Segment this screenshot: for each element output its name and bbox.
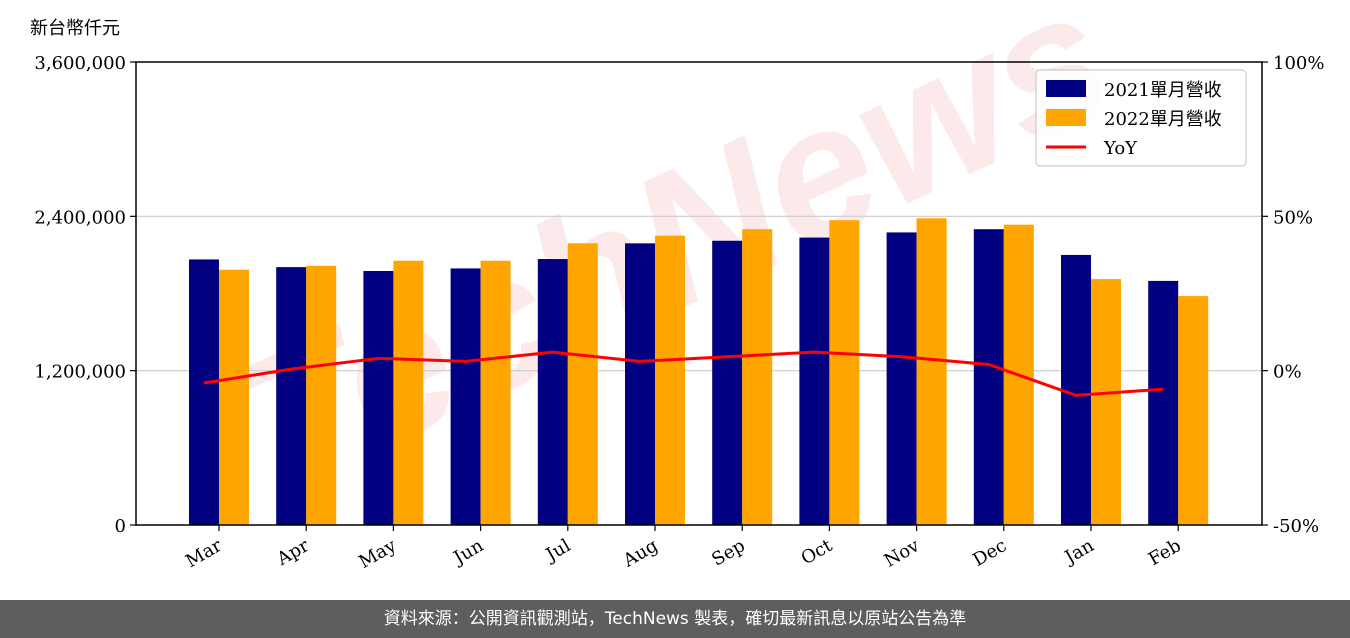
- left-tick-label: 2,400,000: [34, 207, 126, 228]
- left-axis-unit: 新台幣仟元: [30, 18, 120, 39]
- bar-2021單月營收: [450, 268, 481, 525]
- legend-label: YoY: [1103, 138, 1138, 159]
- right-tick-label: 0%: [1273, 362, 1302, 383]
- bar-2021單月營收: [363, 270, 394, 525]
- left-tick-label: 3,600,000: [34, 53, 126, 74]
- bar-2022單月營收: [655, 235, 685, 525]
- bar-2022單月營收: [480, 260, 511, 525]
- yoy-line: [203, 350, 1164, 397]
- chart: TechNews 新台幣仟元 01,200,0002,400,0003,600,…: [30, 0, 1324, 573]
- bar-2022單月營收: [306, 265, 337, 525]
- bar-2022單月營收: [916, 218, 947, 525]
- x-tick-label: Feb: [1145, 535, 1185, 570]
- bar-2022單月營收: [567, 243, 598, 525]
- bar-2021單月營收: [276, 267, 307, 525]
- bar-2021單月營收: [1148, 280, 1179, 525]
- right-tick-label: -50%: [1273, 516, 1319, 537]
- left-tick-label: 1,200,000: [34, 362, 126, 383]
- x-tick-label: Aug: [619, 535, 662, 572]
- bars: [189, 218, 1209, 526]
- bar-2022單月營收: [393, 260, 424, 525]
- x-tick-label: Jul: [541, 535, 575, 567]
- x-tick-label: Jun: [449, 535, 488, 570]
- bar-2022單月營收: [1178, 296, 1209, 525]
- bar-2022單月營收: [829, 220, 860, 526]
- bar-2021單月營收: [189, 259, 219, 525]
- x-tick-label: Mar: [182, 535, 226, 572]
- legend: 2021單月營收 2022單月營收 YoY: [1035, 69, 1247, 167]
- legend-swatch: [1046, 80, 1086, 97]
- legend-label: 2022單月營收: [1104, 109, 1222, 130]
- source-footer: 資料來源：公開資訊觀測站，TechNews 製表，確切最新訊息以原站公告為準: [0, 600, 1350, 638]
- bar-2021單月營收: [973, 229, 1004, 525]
- bar-2021單月營收: [625, 243, 655, 525]
- legend-label: 2021單月營收: [1104, 80, 1222, 101]
- x-tick-label: Sep: [708, 535, 748, 570]
- x-tick-label: May: [355, 535, 400, 573]
- bar-2022單月營收: [219, 269, 249, 525]
- bar-2021單月營收: [1061, 254, 1091, 525]
- bar-2021單月營收: [886, 232, 917, 525]
- right-tick-label: 50%: [1273, 207, 1313, 228]
- bar-2022單月營收: [1091, 279, 1121, 525]
- bar-2021單月營收: [712, 240, 743, 525]
- legend-swatch: [1046, 109, 1086, 126]
- x-tick-label: Nov: [881, 535, 924, 572]
- bar-2021單月營收: [537, 259, 568, 525]
- yoy-line-group: [203, 350, 1164, 397]
- x-tick-label: Jan: [1060, 535, 1098, 569]
- x-tick-label: Dec: [969, 535, 1010, 571]
- plot-frame: [135, 61, 1263, 526]
- x-tick-label: Apr: [273, 535, 313, 570]
- right-tick-label: 100%: [1273, 53, 1324, 74]
- x-tick-label: Oct: [798, 535, 837, 570]
- left-tick-label: 0: [115, 516, 126, 537]
- legend-box: [1035, 69, 1247, 167]
- bar-2021單月營收: [799, 237, 830, 525]
- bar-2022單月營收: [742, 229, 773, 525]
